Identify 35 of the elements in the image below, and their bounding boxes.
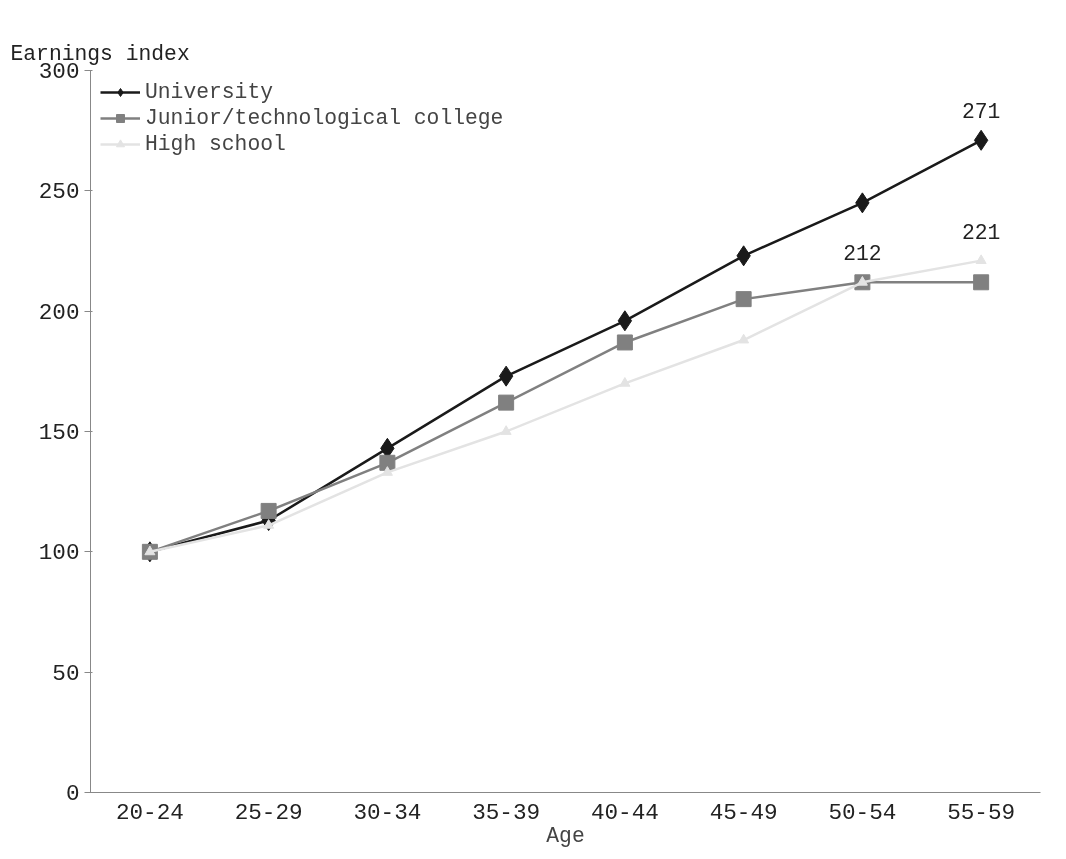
x-tick-label: 20-24 — [115, 799, 184, 826]
data-label: 212 — [843, 242, 882, 267]
y-tick-label: 200 — [38, 299, 80, 326]
y-tick-label: 250 — [38, 179, 80, 206]
point — [263, 519, 275, 529]
point — [616, 334, 633, 351]
point — [738, 333, 750, 344]
point — [498, 365, 514, 387]
point — [617, 310, 633, 332]
point — [260, 502, 277, 519]
point — [619, 377, 631, 387]
data-label: 221 — [961, 220, 1001, 245]
y-tick-label: 100 — [38, 540, 80, 567]
y-tick-label: 0 — [65, 781, 80, 807]
x-tick-label: 50-54 — [828, 799, 897, 826]
point — [735, 291, 752, 308]
point — [379, 454, 396, 471]
data-label: 271 — [961, 100, 1001, 125]
point — [973, 274, 990, 291]
point — [973, 129, 989, 151]
point — [498, 394, 515, 411]
legend-label: University — [145, 80, 273, 104]
x-tick-label: 45-49 — [709, 799, 778, 826]
point — [500, 425, 512, 435]
y-tick-label: 150 — [38, 420, 80, 446]
x-tick-label: 30-34 — [353, 799, 422, 826]
y-tick-label: 50 — [52, 660, 80, 687]
legend-label: High school — [145, 132, 286, 156]
legend-label: Junior/technological college — [145, 106, 504, 130]
x-tick-label: 25-29 — [234, 799, 303, 826]
x-tick-label: 35-39 — [472, 799, 541, 826]
x-tick-label: 40-44 — [590, 799, 659, 826]
point — [975, 254, 987, 265]
x-axis-title: Age — [546, 823, 585, 848]
x-tick-label: 55-59 — [947, 799, 1016, 826]
